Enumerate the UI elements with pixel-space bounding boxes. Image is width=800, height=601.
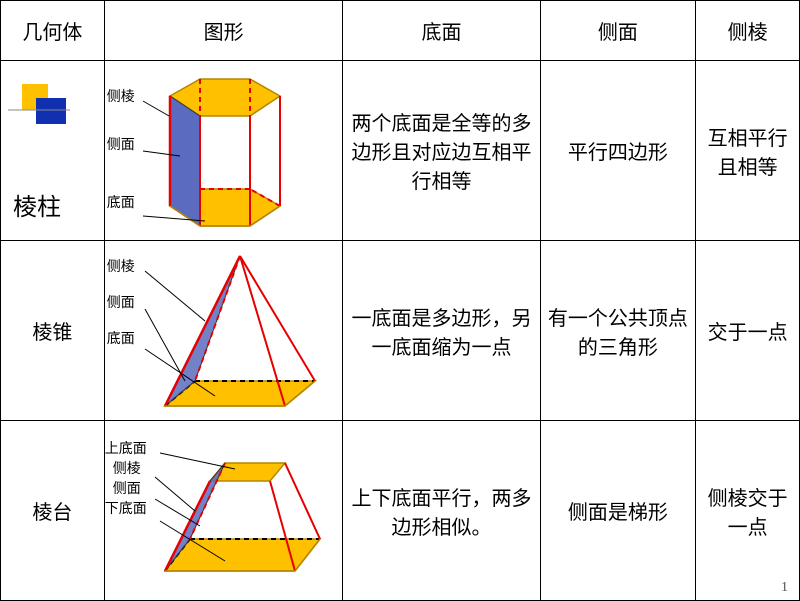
prism-base: 两个底面是全等的多边形且对应边互相平行相等 (343, 61, 540, 241)
header-side: 侧面 (540, 1, 696, 61)
header-base: 底面 (343, 1, 540, 61)
header-row: 几何体 图形 底面 侧面 侧棱 (1, 1, 800, 61)
header-name: 几何体 (1, 1, 105, 61)
prism-labels: 侧棱 侧面 底面 (107, 91, 135, 211)
pyramid-edge: 交于一点 (696, 241, 800, 421)
frustum-name: 棱台 (1, 421, 105, 601)
pyramid-side: 有一个公共顶点的三角形 (540, 241, 696, 421)
frustum-edge: 侧棱交于一点 (696, 421, 800, 601)
pyramid-icon (105, 241, 335, 421)
header-edge: 侧棱 (696, 1, 800, 61)
prism-edge: 互相平行且相等 (696, 61, 800, 241)
pyramid-figure-cell: 侧棱 侧面 底面 (104, 241, 343, 421)
frustum-side: 侧面是梯形 (540, 421, 696, 601)
prism-figure-cell: 侧棱 侧面 底面 (104, 61, 343, 241)
pyramid-name: 棱锥 (1, 241, 105, 421)
table-row: 棱台 (1, 421, 800, 601)
page-number: 1 (781, 580, 788, 596)
prism-icon (105, 61, 335, 241)
geometry-table: 几何体 图形 底面 侧面 侧棱 棱柱 (0, 0, 800, 601)
table-row: 棱柱 (1, 61, 800, 241)
header-figure: 图形 (104, 1, 343, 61)
pyramid-labels: 侧棱 侧面 底面 (107, 261, 135, 347)
prism-side: 平行四边形 (540, 61, 696, 241)
table-row: 棱锥 侧 (1, 241, 800, 421)
frustum-labels: 上底面 侧棱 侧面 下底面 (105, 443, 147, 517)
corner-logo-icon (8, 82, 70, 135)
frustum-figure-cell: 上底面 侧棱 侧面 下底面 (104, 421, 343, 601)
pyramid-base: 一底面是多边形，另一底面缩为一点 (343, 241, 540, 421)
frustum-base: 上下底面平行，两多边形相似。 (343, 421, 540, 601)
